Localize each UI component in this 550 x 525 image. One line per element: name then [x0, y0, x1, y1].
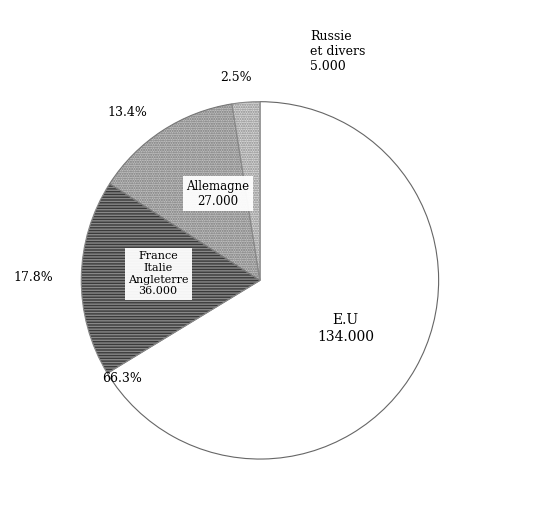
Text: 13.4%: 13.4%	[107, 106, 147, 119]
Text: 66.3%: 66.3%	[102, 372, 141, 385]
Text: 17.8%: 17.8%	[13, 271, 53, 285]
Text: Russie
et divers
5.000: Russie et divers 5.000	[310, 30, 365, 73]
Text: 2.5%: 2.5%	[220, 71, 252, 85]
Text: France
Italie
Angleterre
36.000: France Italie Angleterre 36.000	[128, 251, 188, 296]
Text: E.U
134.000: E.U 134.000	[317, 313, 374, 344]
Wedge shape	[81, 184, 260, 373]
Wedge shape	[232, 102, 260, 280]
Wedge shape	[109, 104, 260, 280]
Text: Allemagne
27.000: Allemagne 27.000	[186, 180, 250, 207]
Wedge shape	[107, 102, 439, 459]
